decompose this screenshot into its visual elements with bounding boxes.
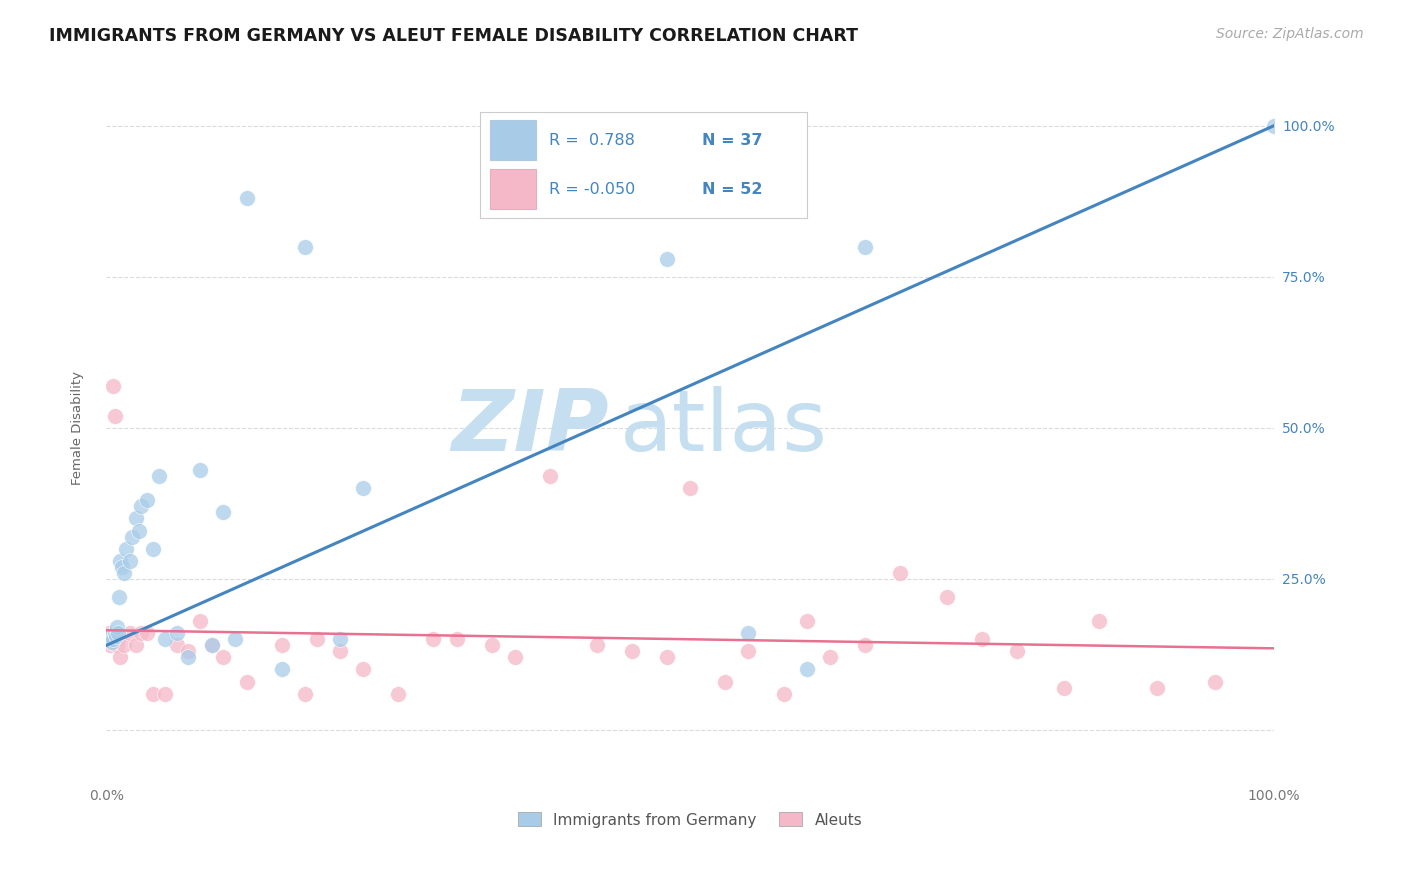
Point xyxy=(112,566,135,580)
Point xyxy=(153,687,176,701)
Point xyxy=(107,632,129,647)
Point xyxy=(200,638,222,652)
Point xyxy=(100,632,122,647)
Point xyxy=(737,626,759,640)
Point xyxy=(121,530,143,544)
Point xyxy=(124,511,146,525)
Point xyxy=(166,638,188,652)
Point xyxy=(98,629,121,643)
Point xyxy=(177,650,200,665)
Point xyxy=(118,626,141,640)
Point xyxy=(481,638,503,652)
Point xyxy=(620,644,643,658)
Point xyxy=(188,463,211,477)
Point xyxy=(1087,614,1109,628)
Point xyxy=(142,687,165,701)
Point xyxy=(853,638,876,652)
Point xyxy=(131,626,153,640)
Text: Source: ZipAtlas.com: Source: ZipAtlas.com xyxy=(1216,27,1364,41)
Point xyxy=(124,638,146,652)
Point xyxy=(679,481,702,495)
Point xyxy=(107,626,129,640)
Point xyxy=(212,650,235,665)
Point xyxy=(936,590,959,604)
Point xyxy=(655,650,678,665)
Legend: Immigrants from Germany, Aleuts: Immigrants from Germany, Aleuts xyxy=(512,806,869,834)
Point xyxy=(270,663,292,677)
Point xyxy=(714,674,737,689)
Point xyxy=(235,191,257,205)
Y-axis label: Female Disability: Female Disability xyxy=(72,371,84,485)
Text: atlas: atlas xyxy=(620,386,828,469)
Point xyxy=(737,644,759,658)
Point xyxy=(153,632,176,647)
Point xyxy=(105,620,128,634)
Point xyxy=(97,626,120,640)
Point xyxy=(104,632,127,647)
Point xyxy=(853,239,876,253)
Point xyxy=(112,638,135,652)
Point xyxy=(200,638,222,652)
Point xyxy=(110,554,132,568)
Point xyxy=(270,638,292,652)
Point xyxy=(970,632,993,647)
Point xyxy=(294,687,316,701)
Point xyxy=(655,252,678,266)
Point xyxy=(1204,674,1226,689)
Point xyxy=(352,481,374,495)
Point xyxy=(889,566,911,580)
Point xyxy=(115,541,138,556)
Point xyxy=(103,378,125,392)
Point xyxy=(104,409,127,423)
Point xyxy=(818,650,841,665)
Point xyxy=(136,626,159,640)
Point xyxy=(148,469,170,483)
Point xyxy=(329,632,352,647)
Point xyxy=(796,663,818,677)
Point xyxy=(188,614,211,628)
Point xyxy=(177,644,200,658)
Point xyxy=(538,469,561,483)
Point xyxy=(585,638,607,652)
Point xyxy=(101,635,124,649)
Point xyxy=(110,650,132,665)
Point xyxy=(105,638,128,652)
Point xyxy=(118,554,141,568)
Point xyxy=(352,663,374,677)
Point xyxy=(1146,681,1168,695)
Point xyxy=(224,632,246,647)
Point xyxy=(104,629,127,643)
Point xyxy=(98,638,121,652)
Point xyxy=(103,632,125,647)
Point xyxy=(142,541,165,556)
Point xyxy=(111,559,134,574)
Point xyxy=(1053,681,1076,695)
Point xyxy=(108,590,131,604)
Point xyxy=(387,687,409,701)
Point xyxy=(1005,644,1028,658)
Point xyxy=(104,626,127,640)
Point xyxy=(212,505,235,519)
Point xyxy=(136,493,159,508)
Point xyxy=(503,650,526,665)
Text: ZIP: ZIP xyxy=(451,386,609,469)
Point xyxy=(294,239,316,253)
Point xyxy=(1263,119,1285,133)
Point xyxy=(166,626,188,640)
Point xyxy=(131,500,153,514)
Text: IMMIGRANTS FROM GERMANY VS ALEUT FEMALE DISABILITY CORRELATION CHART: IMMIGRANTS FROM GERMANY VS ALEUT FEMALE … xyxy=(49,27,858,45)
Point xyxy=(128,524,150,538)
Point xyxy=(446,632,468,647)
Point xyxy=(422,632,444,647)
Point xyxy=(235,674,257,689)
Point xyxy=(796,614,818,628)
Point xyxy=(329,644,352,658)
Point xyxy=(305,632,328,647)
Point xyxy=(101,635,124,649)
Point xyxy=(772,687,794,701)
